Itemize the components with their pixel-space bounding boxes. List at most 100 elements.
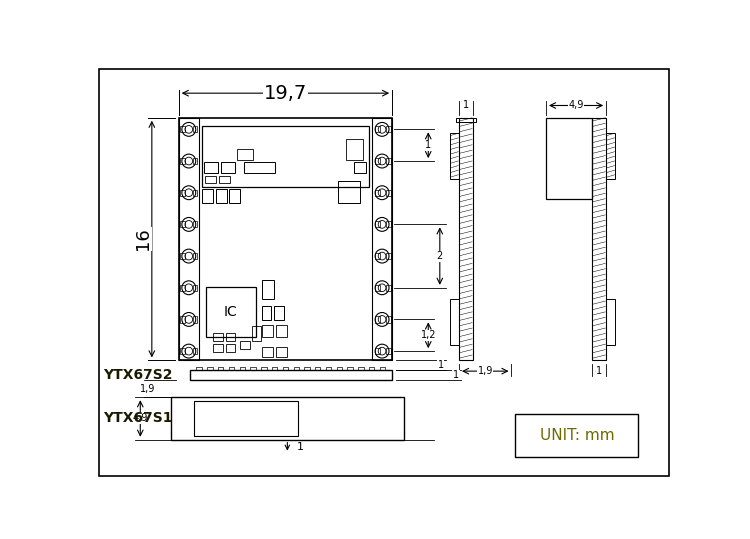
Text: 16: 16 <box>134 227 152 251</box>
Bar <box>606 133 615 179</box>
Bar <box>375 316 380 322</box>
Bar <box>196 367 202 370</box>
Text: 1: 1 <box>463 100 469 110</box>
Text: YTX67S1: YTX67S1 <box>103 411 172 425</box>
Bar <box>262 280 274 299</box>
Bar <box>190 370 392 381</box>
Text: 1,9: 1,9 <box>478 366 493 376</box>
Bar <box>592 118 606 361</box>
Bar <box>236 149 254 160</box>
Bar <box>171 397 404 440</box>
Bar <box>386 285 391 291</box>
Bar <box>180 348 185 354</box>
Bar <box>386 348 391 354</box>
Text: 1: 1 <box>453 370 459 380</box>
Bar <box>276 347 286 356</box>
Bar <box>386 190 391 196</box>
Bar <box>375 285 380 291</box>
Bar <box>193 126 197 133</box>
Text: 4,9: 4,9 <box>568 100 584 110</box>
Bar <box>193 348 197 354</box>
Text: YTX67S2: YTX67S2 <box>103 368 172 382</box>
Bar <box>261 367 266 370</box>
Bar <box>369 367 374 370</box>
Bar <box>546 118 592 199</box>
Bar <box>353 162 366 173</box>
Bar <box>193 190 197 196</box>
Bar <box>386 126 391 133</box>
Bar <box>193 222 197 227</box>
Bar <box>180 222 185 227</box>
Bar <box>375 253 380 259</box>
Bar <box>346 139 363 160</box>
Bar <box>180 285 185 291</box>
Bar <box>386 253 391 259</box>
Bar <box>180 158 185 164</box>
Bar <box>204 162 218 173</box>
Bar <box>262 307 272 320</box>
Bar <box>262 347 273 356</box>
Bar <box>226 334 235 341</box>
Bar <box>459 118 473 361</box>
Bar <box>180 126 185 133</box>
Bar <box>372 118 392 361</box>
Bar <box>274 307 284 320</box>
Bar <box>180 316 185 322</box>
Bar <box>178 118 199 361</box>
Bar <box>193 253 197 259</box>
Bar <box>304 367 310 370</box>
Bar <box>315 367 320 370</box>
Text: 1: 1 <box>296 441 304 452</box>
Bar <box>193 316 197 322</box>
Text: 19,7: 19,7 <box>264 84 307 102</box>
Bar <box>337 367 342 370</box>
Bar <box>202 189 213 203</box>
Bar <box>205 176 216 183</box>
Bar <box>375 126 380 133</box>
Bar <box>229 367 234 370</box>
Text: UNIT: mm: UNIT: mm <box>539 428 614 443</box>
Bar <box>219 176 230 183</box>
Bar <box>218 367 223 370</box>
Bar <box>214 334 223 341</box>
Text: 1,9: 1,9 <box>140 384 156 394</box>
Bar <box>272 367 278 370</box>
Text: 1: 1 <box>425 140 431 150</box>
Bar <box>180 253 185 259</box>
Bar <box>293 367 299 370</box>
Bar <box>262 325 273 337</box>
Bar <box>252 326 261 341</box>
Bar <box>386 316 391 322</box>
Bar <box>375 190 380 196</box>
Bar <box>244 162 275 173</box>
Text: 2: 2 <box>436 251 443 261</box>
Bar <box>375 158 380 164</box>
Bar <box>347 367 352 370</box>
Text: 1: 1 <box>596 366 602 376</box>
Bar <box>207 367 213 370</box>
Bar <box>375 222 380 227</box>
Bar <box>239 367 245 370</box>
Bar <box>180 190 185 196</box>
Bar <box>214 344 223 352</box>
Bar <box>450 133 459 179</box>
Bar <box>515 414 638 457</box>
Bar <box>229 189 239 203</box>
Bar <box>386 222 391 227</box>
Bar <box>283 367 288 370</box>
Bar <box>251 367 256 370</box>
Bar <box>456 118 476 122</box>
Text: IC: IC <box>224 305 238 319</box>
Bar <box>241 341 250 349</box>
Bar <box>326 367 332 370</box>
Bar <box>375 348 380 354</box>
Bar <box>450 299 459 345</box>
Text: 1,2: 1,2 <box>421 330 436 340</box>
Bar <box>216 189 226 203</box>
Bar <box>606 299 615 345</box>
Bar <box>178 118 392 361</box>
Text: 1: 1 <box>437 360 444 370</box>
Bar <box>226 344 235 352</box>
Bar <box>221 162 235 173</box>
Bar <box>338 181 360 203</box>
